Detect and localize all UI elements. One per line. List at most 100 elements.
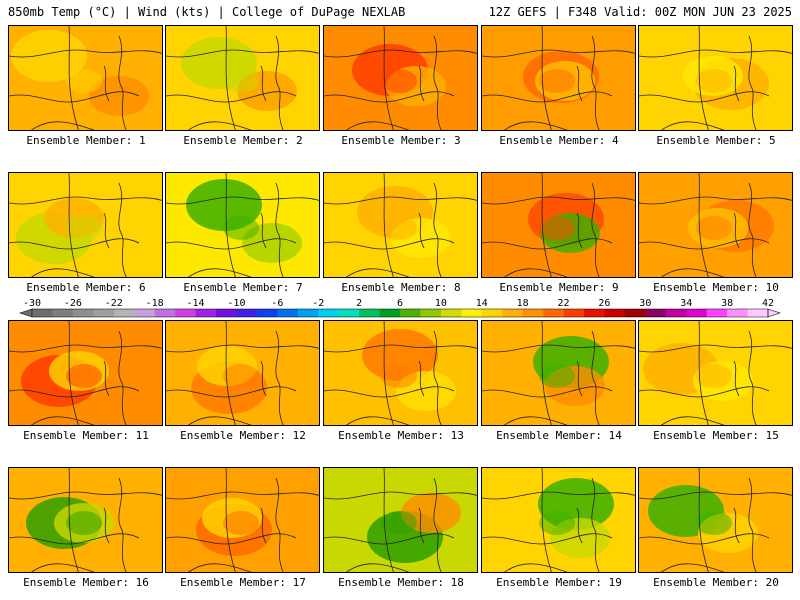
boundary-line — [639, 91, 770, 103]
boundary-line — [541, 26, 552, 130]
boundary-line — [541, 468, 552, 572]
boundary-line — [188, 268, 252, 277]
colorbar-tick-label: 14 — [476, 298, 488, 309]
boundary-line — [103, 65, 110, 102]
colorbar-swatch — [522, 309, 544, 317]
temperature-shade — [223, 511, 259, 535]
boundary-line — [698, 468, 709, 572]
boundary-line — [482, 196, 635, 205]
ensemble-member-map — [165, 320, 320, 426]
colorbar-swatch — [379, 309, 401, 317]
boundary-line — [324, 91, 455, 103]
colorbar-tick-label: 22 — [558, 298, 570, 309]
temperature-shade — [539, 216, 575, 240]
temperature-shade — [66, 216, 102, 240]
ensemble-member-label: Ensemble Member: 18 — [338, 576, 464, 589]
boundary-line — [661, 268, 725, 277]
boundary-line — [324, 49, 477, 58]
colorbar-swatch — [400, 309, 421, 317]
boundary-line — [188, 416, 252, 425]
boundary-line — [166, 49, 319, 58]
colorbar-tick-label: -10 — [227, 298, 245, 309]
boundary-line — [324, 533, 455, 545]
boundary-line — [68, 468, 79, 572]
boundary-line — [591, 330, 600, 425]
colorbar-tick-label: -30 — [23, 298, 41, 309]
temperature-shade — [381, 511, 417, 535]
ensemble-member-label: Ensemble Member: 1 — [26, 134, 146, 147]
boundary-line — [103, 212, 110, 249]
boundary-line — [118, 35, 127, 130]
colorbar-swatch — [175, 309, 196, 317]
boundary-line — [9, 386, 140, 398]
boundary-line — [698, 321, 709, 425]
boundary-line — [275, 182, 284, 277]
colorbar-swatch — [440, 309, 462, 317]
boundary-line — [166, 386, 297, 398]
boundary-line — [9, 196, 162, 205]
boundary-line — [433, 35, 442, 130]
colorbar-tick-label: 2 — [356, 298, 362, 309]
colorbar-tick-label: 38 — [721, 298, 733, 309]
boundary-line — [103, 360, 110, 397]
ensemble-member-label: Ensemble Member: 15 — [653, 429, 779, 442]
ensemble-member-label: Ensemble Member: 3 — [341, 134, 461, 147]
boundary-line — [504, 416, 568, 425]
ensemble-member-map — [8, 467, 163, 573]
temperature-shade — [362, 329, 438, 381]
ensemble-member-map — [323, 320, 478, 426]
colorbar-swatch — [604, 309, 626, 317]
boundary-line — [698, 26, 709, 130]
ensemble-member-label: Ensemble Member: 7 — [183, 281, 303, 294]
ensemble-member-map — [638, 172, 793, 278]
colorbar-swatch — [93, 309, 115, 317]
boundary-line — [166, 196, 319, 205]
temperature-shade — [66, 69, 102, 93]
boundary-line — [661, 416, 725, 425]
colorbar-swatch — [502, 309, 523, 317]
colorbar-tick-label: -26 — [64, 298, 82, 309]
boundary-line — [324, 386, 455, 398]
colorbar-swatch — [665, 309, 687, 317]
colorbar-swatch — [420, 309, 442, 317]
ensemble-member-label: Ensemble Member: 4 — [499, 134, 619, 147]
boundary-line — [591, 182, 600, 277]
ensemble-member-map — [638, 25, 793, 131]
boundary-line — [225, 468, 236, 572]
ensemble-member-label: Ensemble Member: 9 — [499, 281, 619, 294]
colorbar-swatch — [359, 309, 380, 317]
boundary-line — [733, 360, 740, 397]
boundary-line — [639, 533, 770, 545]
boundary-line — [260, 212, 267, 249]
boundary-line — [324, 344, 477, 353]
boundary-line — [260, 507, 267, 544]
boundary-line — [733, 212, 740, 249]
boundary-line — [166, 344, 319, 353]
boundary-line — [31, 416, 95, 425]
colorbar-swatch — [747, 309, 769, 317]
boundary-line — [260, 65, 267, 102]
boundary-line — [188, 121, 252, 130]
boundary-line — [576, 65, 583, 102]
boundary-line — [9, 491, 162, 500]
colorbar-swatch — [256, 309, 278, 317]
boundary-line — [639, 49, 792, 58]
colorbar-tick-label: -6 — [271, 298, 283, 309]
boundary-line — [275, 477, 284, 572]
colorbar-swatch — [297, 309, 319, 317]
boundary-line — [346, 416, 410, 425]
boundary-line — [482, 491, 635, 500]
boundary-line — [418, 507, 425, 544]
ensemble-member-map — [481, 25, 636, 131]
colorbar-tick-label: 26 — [598, 298, 610, 309]
colorbar-swatch — [645, 309, 667, 317]
boundary-line — [324, 196, 477, 205]
temperature-shade — [696, 364, 732, 388]
temperature-shade — [539, 69, 575, 93]
ensemble-member-label: Ensemble Member: 17 — [180, 576, 306, 589]
boundary-line — [275, 35, 284, 130]
boundary-line — [103, 507, 110, 544]
ensemble-member-map — [323, 172, 478, 278]
header-valid-time: 12Z GEFS | F348 Valid: 00Z MON JUN 23 20… — [488, 5, 792, 19]
colorbar-swatch — [338, 309, 360, 317]
